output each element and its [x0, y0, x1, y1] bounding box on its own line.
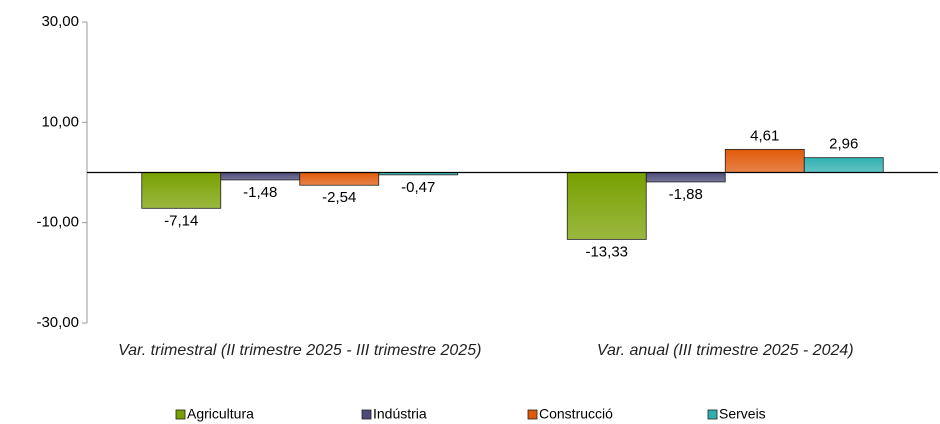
data-label: -0,47: [401, 179, 435, 196]
data-label: 4,61: [750, 127, 779, 144]
legend-label: Construcció: [539, 406, 613, 422]
bar: [724, 148, 805, 173]
bar: [803, 157, 884, 173]
data-label: -13,33: [585, 243, 628, 260]
legend-label: Indústria: [373, 406, 427, 422]
x-tick-label: Var. anual (III trimestre 2025 - 2024): [596, 342, 854, 359]
legend-swatch: [707, 409, 718, 420]
bar: [566, 172, 647, 240]
data-label: -7,14: [164, 212, 198, 229]
data-label: -1,88: [669, 186, 703, 203]
data-label: -2,54: [322, 189, 356, 206]
y-tick-label: 10,00: [41, 113, 79, 130]
bar: [645, 172, 726, 183]
bar: [220, 172, 301, 181]
data-label: 2,96: [829, 136, 858, 153]
legend-swatch: [175, 409, 186, 420]
y-tick-label: -30,00: [36, 314, 79, 331]
legend-label: Agricultura: [187, 406, 254, 422]
bar: [141, 172, 222, 209]
bar: [299, 172, 380, 186]
legend-swatch: [527, 409, 538, 420]
data-label: -1,48: [243, 184, 277, 201]
x-tick-label: Var. trimestral (II trimestre 2025 - III…: [118, 342, 482, 359]
y-tick-label: 30,00: [41, 13, 79, 30]
legend-label: Serveis: [719, 406, 766, 422]
legend-swatch: [361, 409, 372, 420]
y-tick-label: -10,00: [36, 214, 79, 231]
